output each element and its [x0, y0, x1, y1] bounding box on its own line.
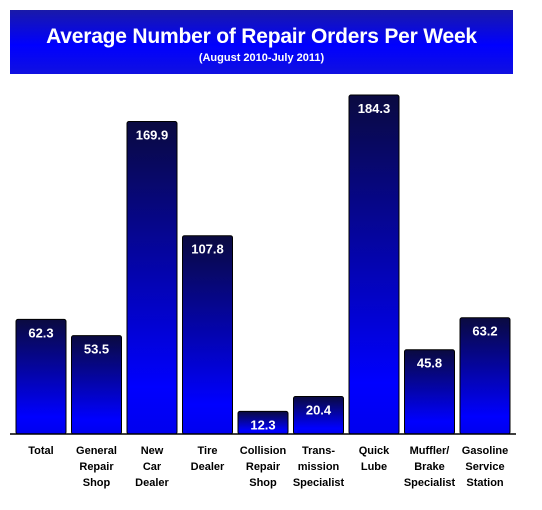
category-label-8: Gasoline Service Station — [462, 445, 508, 489]
category-label-0: Total — [28, 445, 53, 457]
bar-value-label-5: 20.4 — [306, 402, 332, 417]
bar-value-label-0: 62.3 — [28, 325, 53, 340]
bar-3 — [182, 235, 233, 435]
bar-value-label-2: 169.9 — [136, 127, 169, 142]
bar-2 — [126, 120, 178, 435]
chart-subtitle: (August 2010-July 2011) — [198, 52, 325, 64]
bar-value-label-8: 63.2 — [472, 324, 497, 339]
bar-value-label-1: 53.5 — [84, 342, 109, 357]
bar-value-label-6: 184.3 — [358, 101, 391, 116]
bars-group: 62.3 53.5 169.9 107.8 12.3 20.4 184.3 45.8 63.2 — [15, 94, 511, 435]
bar-value-label-4: 12.3 — [250, 417, 275, 432]
category-label-1: General Repair Shop — [76, 445, 117, 489]
bar-value-label-7: 45.8 — [417, 356, 442, 371]
bar-value-label-3: 107.8 — [191, 242, 224, 257]
title-banner: Average Number of Repair Orders Per Week… — [10, 10, 513, 74]
bar-6 — [348, 94, 400, 435]
category-label-5: Trans-mission Specialist — [293, 445, 345, 489]
category-labels: Total General Repair Shop New Car Dealer Tire De… — [28, 445, 508, 489]
category-label-6: Quick Lube — [359, 445, 390, 473]
category-label-4: Collision Repair Shop — [240, 445, 287, 489]
category-label-2: New Car Dealer — [135, 445, 169, 489]
chart-title: Average Number of Repair Orders Per Week — [46, 25, 477, 48]
category-label-7: Muffler/Brake Specialist — [404, 445, 456, 489]
category-label-3: Tire Dealer — [191, 445, 225, 473]
